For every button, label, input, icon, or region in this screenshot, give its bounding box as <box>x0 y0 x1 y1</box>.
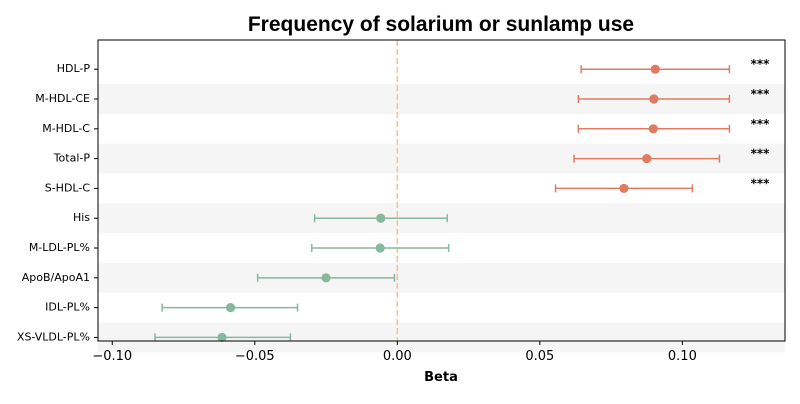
y-tick-label: ApoB/ApoA1 <box>22 271 90 284</box>
data-point <box>642 154 652 164</box>
data-point <box>376 213 386 223</box>
y-tick-label: S-HDL-C <box>45 181 91 194</box>
y-tick-label: XS-VLDL-PL% <box>17 330 90 343</box>
significance-label: *** <box>751 57 771 71</box>
y-tick-label: M-HDL-CE <box>35 92 90 105</box>
data-point <box>649 94 659 104</box>
y-tick-label: M-HDL-C <box>42 122 90 135</box>
x-axis-label: Beta <box>424 370 458 385</box>
data-point <box>321 273 331 283</box>
y-tick-label: Total-P <box>53 152 91 165</box>
data-point <box>225 303 236 313</box>
plot-frame <box>97 39 786 342</box>
y-tick-label: HDL-P <box>57 62 91 75</box>
x-tick-label: 0.10 <box>668 349 697 364</box>
x-tick-label: 0.00 <box>383 349 412 364</box>
data-point <box>619 183 629 194</box>
chart-title: Frequency of solarium or sunlamp use <box>248 13 634 36</box>
y-tick-label: IDL-PL% <box>45 301 90 314</box>
x-tick-label: 0.05 <box>525 349 554 364</box>
y-axis-ticks: HDL-P M-HDL-CE M-HDL-C Total-P S-HDL-C His M-L… <box>17 62 98 343</box>
data-point <box>648 124 658 134</box>
y-tick-label: M-LDL-PL% <box>29 241 90 254</box>
significance-label: *** <box>751 147 771 161</box>
row-band <box>98 262 785 293</box>
y-tick-label: His <box>73 211 90 224</box>
data-point <box>650 64 660 74</box>
data-point <box>217 332 227 343</box>
x-tick-label: −0.05 <box>235 349 275 364</box>
data-point <box>375 243 385 253</box>
significance-label: *** <box>751 176 771 190</box>
point-estimates <box>217 64 660 343</box>
significance-markers: *** *** *** *** *** <box>751 57 771 190</box>
x-tick-label: −0.10 <box>92 349 132 364</box>
significance-label: *** <box>751 117 771 131</box>
significance-label: *** <box>751 87 771 101</box>
x-axis-ticks: −0.10 −0.05 0.00 0.05 0.10 <box>92 341 697 364</box>
